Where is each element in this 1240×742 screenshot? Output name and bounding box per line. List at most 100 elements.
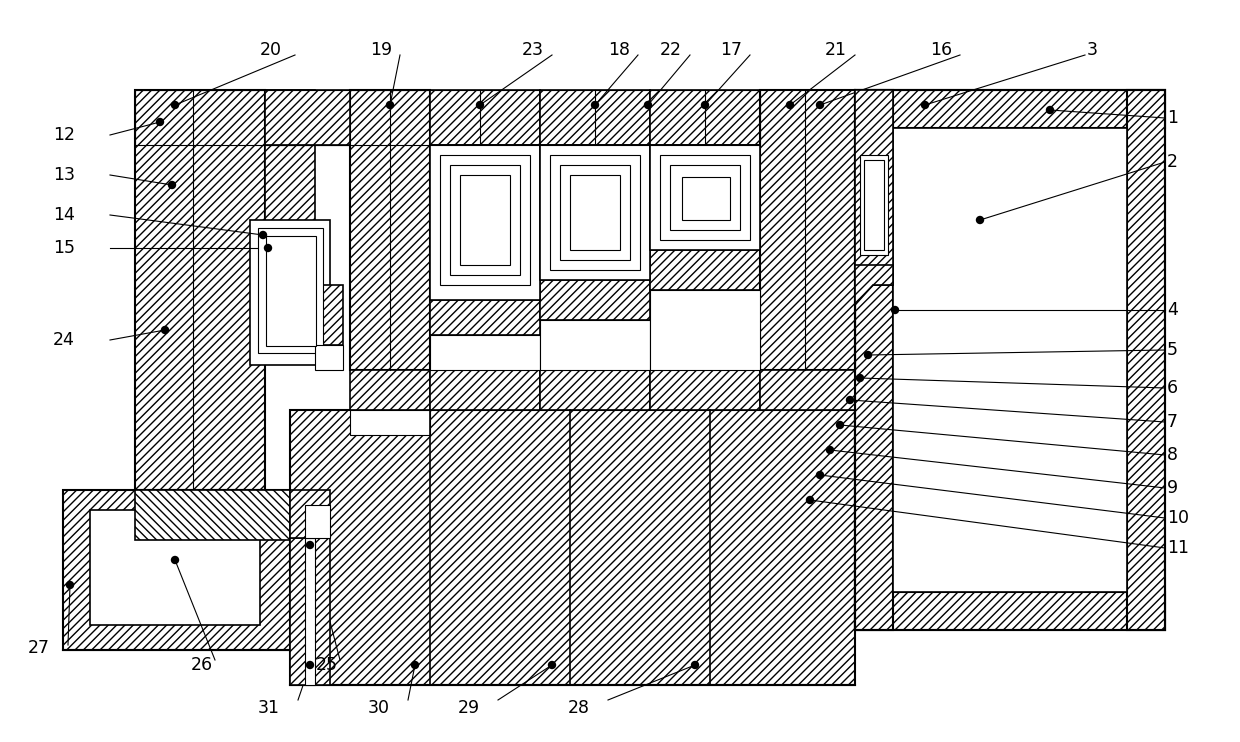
Bar — [267, 236, 316, 346]
Circle shape — [259, 232, 267, 238]
Bar — [856, 90, 893, 285]
Circle shape — [156, 119, 164, 125]
Circle shape — [171, 556, 179, 563]
Bar — [856, 90, 1166, 630]
Text: 20: 20 — [260, 41, 281, 59]
Circle shape — [786, 102, 794, 108]
Circle shape — [977, 217, 983, 223]
Polygon shape — [856, 265, 893, 305]
Text: 16: 16 — [930, 41, 952, 59]
Circle shape — [161, 326, 169, 333]
Circle shape — [387, 102, 393, 108]
Bar — [650, 145, 760, 250]
Bar — [856, 90, 893, 630]
Text: 10: 10 — [1167, 509, 1189, 527]
Circle shape — [921, 102, 929, 108]
Text: 30: 30 — [368, 699, 391, 717]
Circle shape — [67, 582, 73, 588]
Bar — [430, 335, 539, 370]
Text: 24: 24 — [53, 331, 74, 349]
Circle shape — [857, 375, 863, 381]
Bar — [315, 285, 343, 345]
Bar — [430, 145, 539, 300]
Text: 12: 12 — [53, 126, 74, 144]
Text: 26: 26 — [191, 656, 213, 674]
Text: 6: 6 — [1167, 379, 1178, 397]
Bar — [430, 300, 539, 335]
Circle shape — [837, 421, 843, 428]
Text: 9: 9 — [1167, 479, 1178, 497]
Bar — [265, 90, 350, 145]
Bar — [91, 510, 260, 625]
Circle shape — [816, 102, 823, 108]
Bar — [861, 155, 888, 255]
Bar — [539, 320, 650, 370]
Bar — [650, 90, 760, 145]
Text: 29: 29 — [458, 699, 480, 717]
Circle shape — [264, 245, 272, 252]
Bar — [650, 290, 760, 370]
Bar — [856, 592, 1166, 630]
Bar — [760, 370, 856, 410]
Bar — [539, 145, 650, 280]
Bar — [440, 155, 529, 285]
Circle shape — [847, 396, 853, 404]
Bar — [290, 410, 856, 685]
Bar — [856, 90, 1166, 128]
Text: 11: 11 — [1167, 539, 1189, 557]
Circle shape — [548, 662, 556, 669]
Text: 5: 5 — [1167, 341, 1178, 359]
Text: 17: 17 — [720, 41, 742, 59]
Circle shape — [412, 662, 419, 669]
Circle shape — [645, 102, 651, 108]
Bar — [305, 538, 315, 685]
Circle shape — [816, 471, 823, 479]
Bar — [305, 505, 330, 538]
Bar — [350, 410, 430, 435]
Bar — [350, 370, 430, 410]
Bar — [551, 155, 640, 270]
Text: 19: 19 — [370, 41, 392, 59]
Bar — [135, 490, 265, 538]
Text: 21: 21 — [825, 41, 847, 59]
Text: 14: 14 — [53, 206, 74, 224]
Bar — [450, 165, 520, 275]
Bar — [258, 228, 322, 353]
Circle shape — [1047, 107, 1054, 114]
Bar — [135, 490, 290, 540]
Text: 15: 15 — [53, 239, 74, 257]
Circle shape — [892, 306, 899, 314]
Bar — [893, 128, 1127, 592]
Bar — [660, 155, 750, 240]
Circle shape — [864, 352, 872, 358]
Bar — [265, 90, 315, 285]
Bar — [864, 160, 884, 250]
Text: 8: 8 — [1167, 446, 1178, 464]
Bar — [570, 175, 620, 250]
Bar — [539, 370, 650, 410]
Bar — [135, 90, 265, 490]
Bar — [650, 370, 760, 410]
Text: 3: 3 — [1087, 41, 1097, 59]
Bar — [650, 250, 760, 290]
Circle shape — [306, 662, 314, 669]
Circle shape — [591, 102, 599, 108]
Text: 4: 4 — [1167, 301, 1178, 319]
Text: 23: 23 — [522, 41, 544, 59]
Bar — [290, 490, 330, 538]
Text: 18: 18 — [608, 41, 630, 59]
Circle shape — [702, 102, 708, 108]
Bar — [63, 490, 290, 650]
Bar — [315, 345, 343, 370]
Circle shape — [171, 102, 179, 108]
Bar — [1127, 90, 1166, 630]
Bar — [135, 90, 760, 145]
Bar — [430, 370, 539, 410]
Bar — [682, 177, 730, 220]
Bar — [250, 220, 330, 365]
Circle shape — [169, 182, 176, 188]
Bar — [760, 90, 856, 370]
Circle shape — [692, 662, 698, 669]
Text: 28: 28 — [568, 699, 590, 717]
Bar — [430, 90, 539, 145]
